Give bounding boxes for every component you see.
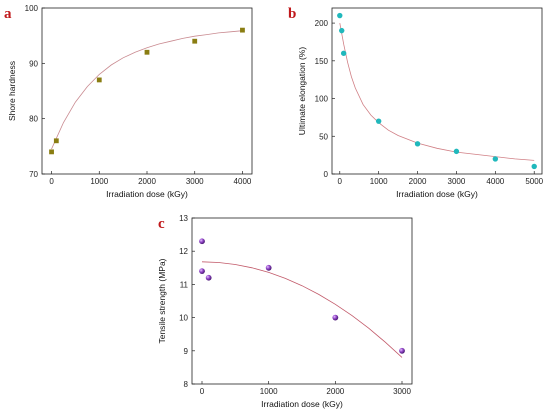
y-tick-label: 12 [179, 247, 188, 256]
data-point [96, 77, 102, 83]
data-point [414, 141, 421, 147]
y-axis-title: Tensile strength (MPa) [157, 258, 167, 343]
x-tick-label: 4000 [234, 177, 252, 186]
data-point [199, 238, 205, 245]
data-point [340, 50, 347, 56]
x-tick-label: 4000 [486, 177, 504, 186]
x-tick-label: 3000 [448, 177, 466, 186]
x-axis-title: Irradiation dose (kGy) [106, 189, 188, 199]
panel-b-chart: b 0 1000 2000 3000 4000 5000 0 50 100 150 200 Irradi… [288, 6, 544, 199]
y-tick-label: 8 [184, 380, 189, 389]
fit-curve [51, 30, 243, 150]
panel-c-chart: c 0 1000 2000 3000 8 9 10 11 12 13 Irradiation dose… [157, 214, 413, 409]
x-tick-label: 2000 [409, 177, 427, 186]
x-tick-label: 5000 [525, 177, 543, 186]
x-tick-label: 0 [200, 387, 205, 396]
data-point [265, 264, 272, 271]
y-tick-label: 50 [319, 132, 328, 141]
data-point [49, 149, 54, 155]
data-point [531, 163, 537, 170]
y-axis-title: Shore hardness [7, 61, 17, 121]
x-tick-label: 2000 [326, 387, 344, 396]
y-tick-label: 100 [25, 4, 39, 13]
y-tick-label: 90 [29, 59, 38, 68]
data-point [453, 148, 460, 155]
y-tick-label: 11 [180, 280, 189, 289]
data-point [399, 347, 405, 354]
y-tick-label: 80 [29, 115, 38, 124]
y-tick-label: 150 [315, 57, 329, 66]
x-tick-label: 0 [49, 177, 54, 186]
y-tick-label: 100 [315, 95, 329, 104]
data-point [192, 38, 198, 44]
y-tick-label: 70 [29, 170, 38, 179]
x-tick-label: 3000 [186, 177, 204, 186]
data-point [375, 118, 382, 124]
data-point [205, 274, 212, 281]
data-point [337, 12, 343, 19]
y-tick-label: 10 [179, 314, 188, 323]
x-tick-label: 1000 [370, 177, 388, 186]
plot-frame [331, 7, 543, 175]
y-tick-label: 200 [315, 19, 329, 28]
y-tick-label: 13 [179, 214, 188, 223]
fit-curve [339, 23, 535, 161]
data-point [339, 27, 345, 34]
x-tick-label: 1000 [260, 387, 278, 396]
x-tick-label: 1000 [90, 177, 108, 186]
plot-frame [191, 217, 413, 385]
x-tick-label: 2000 [138, 177, 156, 186]
panel-a-chart: a 0 1000 2000 3000 4000 70 80 90 100 Irradiation d… [4, 4, 253, 199]
x-axis-title: Irradiation dose (kGy) [396, 189, 478, 199]
x-tick-label: 0 [338, 177, 343, 186]
y-axis-title: Ultimate elongation (%) [297, 47, 307, 136]
panel-label: b [288, 6, 296, 22]
x-axis-title: Irradiation dose (kGy) [261, 399, 343, 409]
data-point [492, 156, 499, 162]
data-point [199, 268, 205, 275]
panel-label: a [4, 6, 12, 22]
data-point [53, 138, 59, 144]
panel-label: c [158, 216, 165, 232]
y-tick-label: 0 [324, 170, 329, 179]
data-point [332, 314, 339, 321]
data-point [144, 49, 150, 55]
y-tick-label: 9 [184, 347, 189, 356]
x-tick-label: 3000 [393, 387, 411, 396]
data-point [240, 27, 245, 33]
fit-curve [201, 261, 403, 358]
